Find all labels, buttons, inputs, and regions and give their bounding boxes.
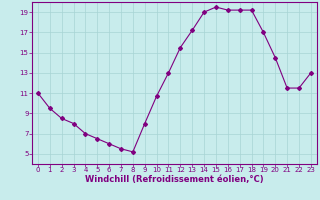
X-axis label: Windchill (Refroidissement éolien,°C): Windchill (Refroidissement éolien,°C) [85,175,264,184]
